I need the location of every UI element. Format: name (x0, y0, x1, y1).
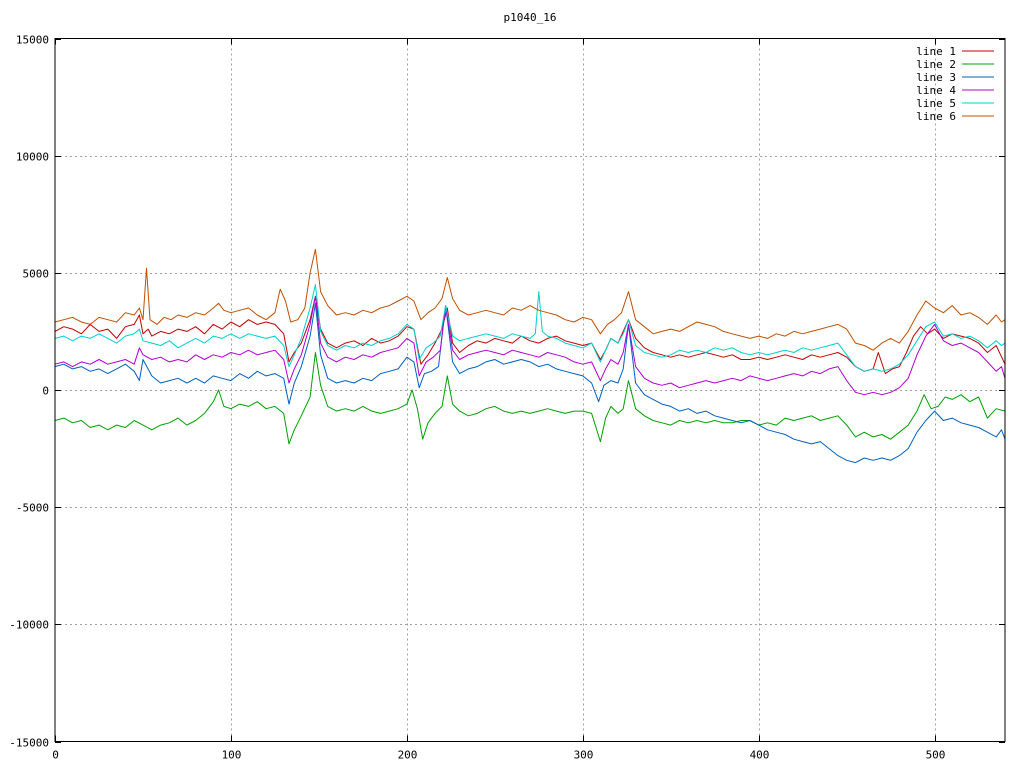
x-tick-label: 300 (574, 749, 594, 762)
legend-label-3: line 3 (916, 71, 956, 84)
x-tick-label: 100 (222, 749, 242, 762)
legend-label-2: line 2 (916, 58, 956, 71)
y-tick-label: 0 (42, 385, 49, 398)
y-tick-label: -15000 (9, 737, 49, 750)
y-tick-label: 15000 (16, 34, 49, 47)
series-line-4 (54, 295, 1006, 396)
legend-label-5: line 5 (916, 97, 956, 110)
y-tick-label: 5000 (23, 268, 50, 281)
x-tick-label: 400 (750, 749, 770, 762)
grid-lines (55, 38, 1005, 742)
series-lines (54, 248, 1006, 464)
y-tick-label: 10000 (16, 151, 49, 164)
axes: -15000 -10000 -5000 0 5000 10000 15000 0 100 200 3… (9, 34, 1005, 762)
chart-title: p1040_16 (504, 11, 557, 24)
series-line-5 (54, 284, 1006, 372)
x-tick-label: 200 (398, 749, 418, 762)
y-tick-label: -5000 (16, 502, 49, 515)
legend-label-4: line 4 (916, 84, 956, 97)
series-line-3 (54, 302, 1006, 464)
y-tick-label: -10000 (9, 619, 49, 632)
series-line-6 (54, 248, 1006, 351)
plot-frame (54, 38, 1006, 742)
series-line-2 (54, 352, 1006, 445)
x-tick-label: 0 (52, 749, 59, 762)
legend-label-6: line 6 (916, 110, 956, 123)
legend-label-1: line 1 (916, 45, 956, 58)
x-tick-label: 500 (926, 749, 946, 762)
